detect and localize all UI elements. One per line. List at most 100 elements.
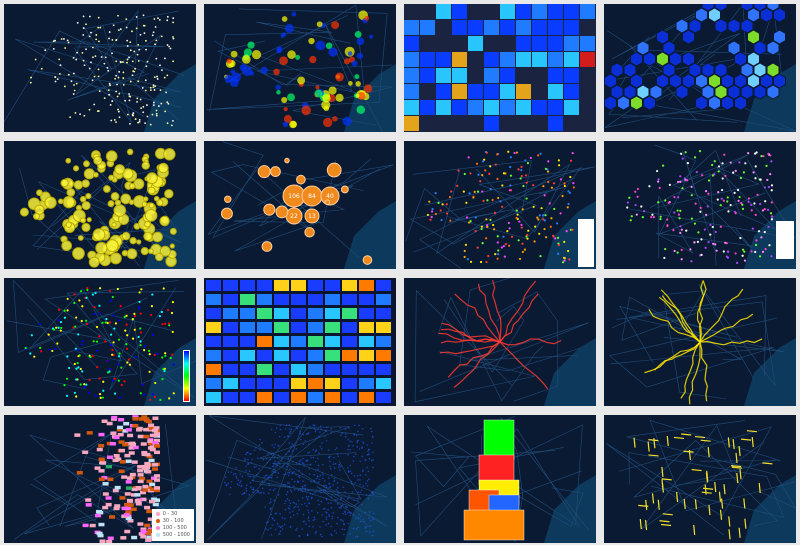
point — [347, 512, 349, 514]
route-line — [439, 341, 501, 355]
point — [738, 161, 741, 164]
point — [509, 156, 512, 159]
point — [144, 122, 147, 125]
map-thumb-lines-red[interactable] — [404, 278, 596, 406]
point — [336, 503, 339, 505]
point — [137, 121, 140, 124]
grid-cell — [532, 20, 547, 35]
grid-cell — [152, 502, 159, 507]
point — [249, 475, 252, 478]
point — [502, 245, 505, 248]
sea — [744, 338, 796, 406]
point — [357, 430, 359, 433]
map-thumb-choropleth[interactable] — [404, 415, 596, 543]
map-thumb-bubble[interactable] — [4, 141, 196, 269]
point — [764, 247, 767, 251]
point — [707, 179, 711, 182]
point — [166, 308, 170, 312]
map-thumb-category-points[interactable] — [404, 141, 596, 269]
sea — [344, 475, 396, 543]
point — [257, 491, 259, 493]
map-thumb-lines-segments[interactable] — [604, 415, 796, 543]
point — [44, 49, 47, 52]
map-thumb-category-points-2[interactable] — [604, 141, 796, 269]
bubble — [114, 199, 122, 206]
grid-cell — [143, 417, 150, 421]
point — [253, 449, 256, 452]
point — [138, 291, 141, 294]
map-thumb-heatmap[interactable] — [204, 4, 396, 132]
point — [122, 61, 124, 63]
point — [754, 165, 757, 168]
bubble — [147, 186, 156, 195]
point — [333, 456, 335, 459]
point — [83, 385, 86, 389]
map-thumb-lines-yellow[interactable] — [604, 278, 796, 406]
point — [99, 26, 102, 29]
point — [314, 492, 316, 494]
point — [158, 19, 161, 21]
heat-blob — [308, 37, 315, 45]
point — [57, 318, 60, 322]
hex-cell — [747, 7, 760, 23]
grid-cell — [500, 84, 515, 99]
point — [485, 260, 488, 264]
point — [249, 481, 252, 484]
map-thumb-cluster[interactable]: 106 84 40 22 13 — [204, 141, 396, 269]
point — [272, 518, 274, 520]
point — [339, 498, 342, 501]
bubble — [72, 247, 85, 260]
point — [54, 76, 57, 78]
grid-cell — [136, 428, 143, 432]
point — [567, 190, 570, 193]
point — [365, 459, 367, 461]
point — [741, 203, 744, 206]
point — [302, 462, 305, 465]
point — [256, 457, 259, 459]
point — [85, 23, 87, 26]
point — [117, 355, 121, 358]
map-thumb-ramp-points[interactable] — [4, 278, 196, 406]
point — [572, 182, 575, 185]
heat-blob — [260, 66, 268, 74]
point — [658, 186, 661, 190]
map-thumb-point-glow[interactable] — [4, 4, 196, 132]
point — [346, 506, 348, 508]
point — [739, 236, 742, 240]
road-segment — [746, 430, 757, 433]
bubble — [57, 198, 64, 205]
point — [81, 305, 84, 308]
map-thumb-grid-labeled[interactable] — [204, 278, 396, 406]
point — [311, 493, 314, 496]
point — [347, 471, 350, 473]
grid-cell — [89, 523, 96, 528]
point — [347, 448, 349, 451]
point — [278, 533, 280, 535]
grid-cell — [274, 308, 289, 319]
point — [243, 491, 246, 494]
point — [158, 315, 161, 318]
point — [134, 67, 137, 70]
map-thumb-hexbin[interactable] — [604, 4, 796, 132]
point — [285, 473, 287, 476]
map-thumb-grid[interactable] — [404, 4, 596, 132]
point — [359, 478, 361, 481]
boundary-line — [15, 10, 179, 117]
point — [526, 162, 530, 165]
point — [166, 15, 169, 18]
point — [251, 458, 253, 461]
point — [711, 174, 714, 177]
grid-cell — [325, 364, 340, 375]
grid-cell — [149, 445, 156, 449]
point — [635, 213, 638, 216]
map-thumb-dots-dense[interactable] — [204, 415, 396, 543]
point — [763, 186, 766, 189]
grid-cell — [102, 482, 109, 486]
point — [261, 442, 263, 444]
point — [97, 68, 100, 71]
grid-cell — [154, 486, 160, 490]
point — [510, 235, 514, 238]
grid-cell — [257, 308, 272, 319]
grid-cell — [151, 428, 158, 433]
map-thumb-grid-legend[interactable]: 0 - 30 30 - 100 100 - 500 500 - 1000 — [4, 415, 196, 543]
